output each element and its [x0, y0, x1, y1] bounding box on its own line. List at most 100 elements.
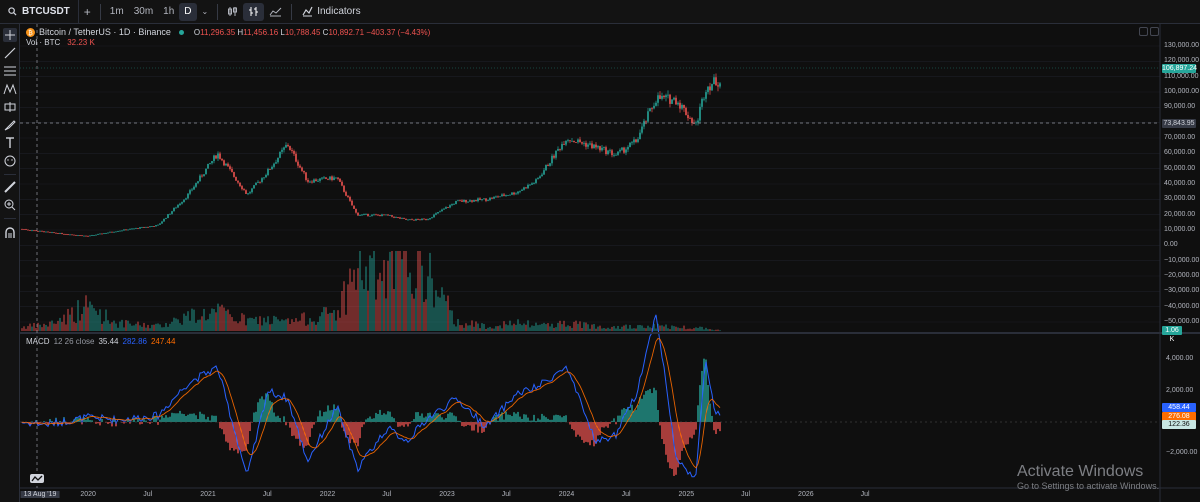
windows-activation-watermark: Activate Windows Go to Settings to activ…: [1017, 463, 1159, 491]
volume-bar: [287, 318, 289, 331]
volume-bar: [539, 324, 541, 331]
volume-bar: [75, 323, 77, 331]
candle-body: [61, 233, 63, 234]
close-value: 10,892.71: [328, 27, 365, 37]
volume-bar: [139, 325, 141, 331]
candle-body: [719, 83, 721, 87]
candle-body: [387, 214, 389, 216]
volume-bar: [585, 322, 587, 331]
macd-label[interactable]: MACD: [26, 337, 50, 346]
pattern-icon[interactable]: [3, 82, 17, 96]
add-symbol-button[interactable]: +: [79, 0, 96, 24]
legend-title[interactable]: Bitcoin / TetherUS · 1D · Binance: [39, 27, 171, 37]
volume-bar: [171, 321, 173, 331]
volume-bar: [343, 281, 345, 331]
candle-body: [517, 191, 519, 194]
zoom-in-icon[interactable]: [3, 198, 17, 212]
volume-bar: [353, 269, 355, 331]
macd-histogram-bar: [423, 417, 425, 422]
candle-body: [351, 200, 353, 206]
candle-body: [39, 230, 41, 232]
macd-histogram-bar: [699, 385, 701, 422]
volume-bar: [127, 320, 129, 331]
volume-bar: [25, 328, 27, 331]
volume-bar: [711, 329, 713, 331]
candle-body: [333, 177, 335, 181]
candle-body: [339, 178, 341, 182]
text-icon[interactable]: [3, 136, 17, 150]
interval-dropdown[interactable]: ⌄: [197, 0, 214, 24]
candle-body: [375, 214, 377, 216]
candle-body: [145, 226, 147, 228]
chart-type-button[interactable]: [243, 2, 265, 21]
volume-bar: [167, 326, 169, 331]
candle-body: [629, 142, 631, 148]
volume-bar: [203, 308, 205, 331]
macd-histogram-bar: [149, 422, 151, 424]
candle-body: [69, 234, 71, 236]
candle-body: [573, 140, 575, 143]
collapse-pane-button[interactable]: [1139, 27, 1148, 36]
macd-histogram-bar: [191, 413, 193, 422]
macd-histogram-bar: [47, 422, 49, 425]
volume-bar: [155, 323, 157, 331]
volume-bar: [649, 327, 651, 331]
macd-histogram-bar: [257, 402, 259, 422]
candle-body: [419, 219, 421, 221]
macd-histogram-bar: [237, 422, 239, 454]
candle-body: [349, 196, 351, 201]
candle-body: [299, 165, 301, 168]
volume-bar: [611, 326, 613, 331]
volume-bar: [707, 329, 709, 331]
time-axis-label: Jul: [621, 491, 631, 498]
ruler-icon[interactable]: [3, 180, 17, 194]
macd-histogram-bar: [685, 422, 687, 445]
macd-histogram-bar: [689, 422, 691, 438]
price-axis-label: 10,000.00: [1164, 226, 1196, 233]
volume-label[interactable]: Vol · BTC: [26, 38, 61, 47]
measure-range-icon[interactable]: [3, 100, 17, 114]
compare-button[interactable]: [264, 0, 287, 24]
candle-body: [233, 172, 235, 177]
candle-body: [463, 199, 465, 202]
candle-body: [177, 205, 179, 208]
macd-histogram-bar: [357, 422, 359, 447]
candle-body: [423, 218, 425, 220]
candle-body: [321, 177, 323, 179]
macd-histogram-bar: [441, 417, 443, 422]
volume-bar: [627, 328, 629, 331]
crosshair-icon[interactable]: [3, 28, 17, 42]
indicators-button[interactable]: Indicators: [296, 6, 366, 17]
volume-bar: [41, 327, 43, 331]
interval-30m[interactable]: 30m: [133, 6, 154, 17]
bar-style-button[interactable]: [222, 0, 243, 24]
candle-body: [167, 214, 169, 219]
volume-bar: [681, 328, 683, 331]
symbol-search[interactable]: BTCUSDT: [0, 0, 79, 24]
interval-1h[interactable]: 1h: [163, 6, 175, 17]
macd-histogram-bar: [539, 419, 541, 422]
candle-body: [391, 215, 393, 217]
trend-line-icon[interactable]: [3, 46, 17, 60]
macd-histogram-bar: [377, 413, 379, 422]
price-axis-label: 20,000.00: [1164, 210, 1196, 218]
candle-body: [255, 182, 257, 186]
interval-1m[interactable]: 1m: [109, 6, 124, 17]
macd-histogram-bar: [253, 412, 255, 422]
macd-histogram-bar: [651, 393, 653, 422]
emoji-icon[interactable]: [3, 154, 17, 168]
interval-d[interactable]: D: [179, 2, 197, 21]
pane-menu-button[interactable]: [1150, 27, 1159, 36]
candle-body: [55, 232, 57, 234]
fib-icon[interactable]: [3, 64, 17, 78]
candle-body: [133, 228, 135, 230]
macd-histogram-bar: [429, 412, 431, 422]
macd-params: 12 26 close: [53, 337, 95, 346]
macd-histogram-bar: [205, 419, 207, 422]
chart-area[interactable]: [20, 24, 1200, 502]
volume-bar: [545, 324, 547, 331]
candle-body: [401, 218, 403, 219]
magnet-icon[interactable]: [3, 226, 17, 240]
candle-body: [595, 144, 597, 148]
brush-icon[interactable]: [3, 118, 17, 132]
